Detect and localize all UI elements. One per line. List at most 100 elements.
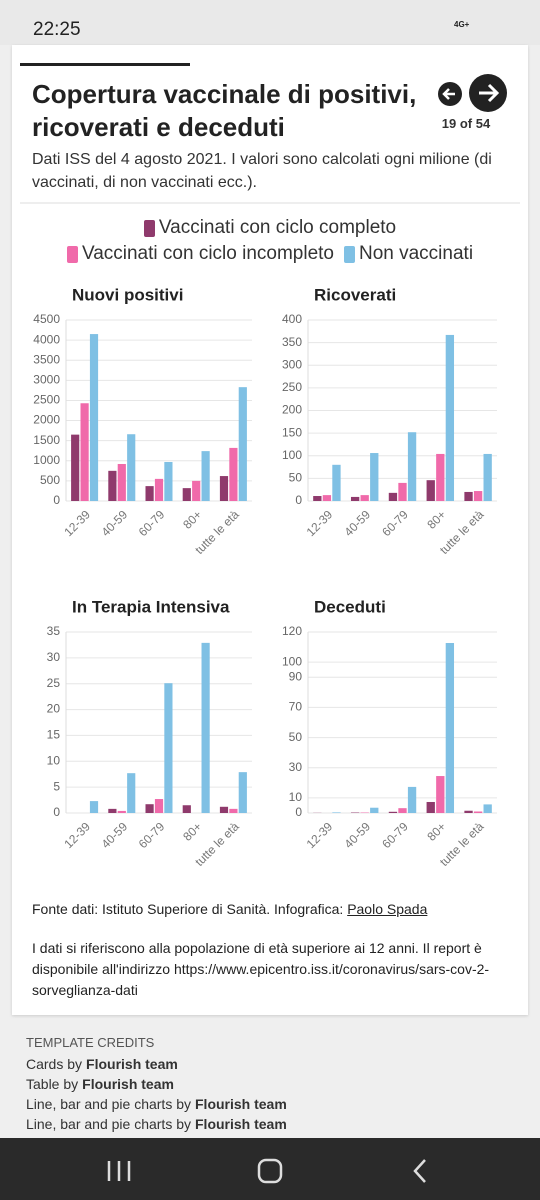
chart-title: Ricoverati: [314, 285, 396, 304]
title-rule: [20, 63, 190, 66]
recent-apps[interactable]: [107, 1161, 131, 1181]
chart-title: Deceduti: [314, 597, 386, 616]
x-tick-label: 60-79: [379, 507, 411, 539]
back-button[interactable]: [413, 1159, 426, 1183]
next-arrow: [479, 83, 500, 103]
credit-text: Line, bar and pie charts by: [26, 1096, 191, 1112]
y-tick-label: 250: [282, 380, 302, 394]
y-tick-label: 30: [289, 760, 303, 774]
bar: [350, 496, 360, 501]
bar: [127, 773, 136, 813]
x-tick-label: 60-79: [379, 819, 411, 851]
x-tick-label: 80+: [424, 507, 448, 531]
bar: [332, 812, 341, 813]
bar: [313, 496, 322, 501]
author-link[interactable]: Paolo Spada: [347, 901, 428, 917]
bar: [483, 453, 492, 501]
y-tick-label: 100: [282, 448, 302, 462]
y-tick-label: 10: [47, 753, 61, 767]
y-tick-label: 150: [282, 425, 302, 439]
bar: [71, 434, 80, 501]
y-tick-label: 4000: [33, 332, 60, 346]
y-tick-label: 350: [282, 335, 302, 349]
y-tick-label: 3000: [33, 373, 60, 387]
bar: [192, 480, 201, 501]
prev-arrow: [442, 88, 455, 100]
x-tick-label: 40-59: [341, 507, 373, 539]
home-button[interactable]: [257, 1158, 283, 1184]
chart-title: Nuovi positivi: [72, 285, 183, 304]
bar: [145, 486, 154, 501]
bar: [108, 808, 117, 813]
y-tick-label: 100: [282, 654, 302, 668]
bar: [360, 495, 369, 501]
bar: [464, 491, 473, 501]
bar: [89, 334, 99, 501]
legend-item: Vaccinati con ciclo incompleto: [66, 243, 334, 265]
bar: [117, 463, 126, 501]
x-tick-label: 60-79: [136, 819, 168, 851]
x-tick-label: 40-59: [99, 819, 131, 851]
bar: [154, 799, 164, 813]
bar: [127, 434, 136, 501]
bar: [164, 461, 173, 501]
y-tick-label: 400: [282, 312, 302, 326]
legend-label: Vaccinati con ciclo incompleto: [81, 243, 334, 264]
bar: [229, 808, 238, 813]
bar: [322, 495, 332, 501]
legend-swatch: [66, 245, 78, 263]
y-tick-label: 5: [53, 779, 60, 793]
bar: [89, 801, 99, 813]
x-tick-label: 40-59: [341, 819, 373, 851]
credits-heading: TEMPLATE CREDITS: [26, 1035, 155, 1050]
bar: [445, 643, 455, 813]
credit-author: Flourish team: [86, 1056, 178, 1072]
y-tick-label: 3500: [33, 352, 60, 366]
x-tick-label: 60-79: [136, 507, 168, 539]
bar: [108, 470, 117, 501]
y-tick-label: 50: [289, 730, 303, 744]
source-text: Fonte dati: Istituto Superiore di Sanità…: [32, 901, 344, 917]
y-tick-label: 2500: [33, 393, 60, 407]
bar: [473, 491, 483, 501]
bar: [229, 447, 238, 501]
credit-text: Cards by: [26, 1056, 83, 1072]
network-label: 4G+: [454, 20, 470, 29]
x-tick-label: 12-39: [304, 819, 336, 851]
bar: [164, 683, 173, 813]
note: I dati si riferiscono alla popolazione d…: [32, 940, 490, 998]
bar: [436, 453, 445, 501]
y-tick-label: 500: [40, 473, 60, 487]
credit-line: Table by Flourish team: [26, 1074, 287, 1094]
credit-author: Flourish team: [195, 1116, 287, 1132]
y-tick-label: 0: [53, 493, 60, 507]
x-tick-label: 12-39: [304, 507, 336, 539]
y-tick-label: 50: [289, 471, 303, 485]
nav-bar: [0, 1138, 540, 1200]
credit-text: Line, bar and pie charts by: [26, 1116, 191, 1132]
bar: [473, 811, 483, 813]
bar: [370, 453, 379, 501]
subtitle: Dati ISS del 4 agosto 2021. I valori son…: [32, 151, 492, 191]
bar: [201, 451, 210, 501]
y-tick-label: 70: [289, 700, 303, 714]
y-tick-label: 90: [289, 669, 303, 683]
bar: [182, 488, 191, 501]
bar: [407, 786, 417, 813]
y-tick-label: 0: [53, 805, 60, 819]
pager-label: 19 of 54: [441, 116, 491, 131]
credit-line: Line, bar and pie charts by Flourish team: [26, 1094, 287, 1114]
bar: [80, 403, 89, 501]
y-tick-label: 1500: [33, 433, 60, 447]
bar: [464, 810, 473, 813]
credit-author: Flourish team: [195, 1096, 287, 1112]
y-tick-label: 0: [295, 805, 302, 819]
y-tick-label: 1000: [33, 453, 60, 467]
bar: [182, 805, 191, 813]
bar: [332, 464, 341, 501]
bar: [398, 482, 407, 501]
title: Copertura vaccinale di positivi, ricover…: [32, 79, 417, 142]
bar: [219, 806, 229, 813]
